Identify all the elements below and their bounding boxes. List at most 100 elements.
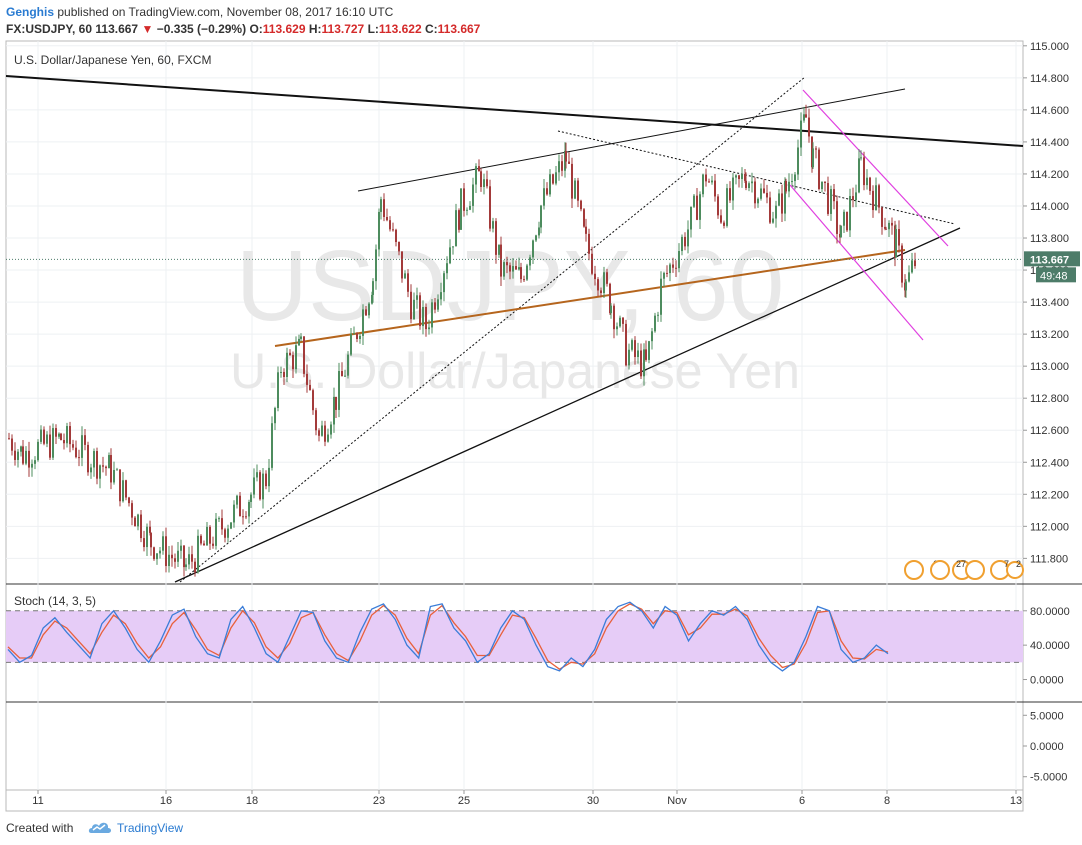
candle-body: [878, 185, 880, 208]
time-tick-label: Nov: [667, 795, 687, 807]
candle-body: [791, 181, 793, 183]
candle-body: [286, 352, 288, 378]
candle-body: [549, 174, 551, 195]
candle-body: [22, 446, 24, 464]
candle-body: [498, 244, 500, 255]
candle-body: [75, 447, 77, 458]
candle-body: [333, 396, 335, 425]
chart-header: Genghis published on TradingView.com, No…: [0, 0, 1082, 40]
candle-body: [250, 494, 252, 502]
symbol-label: FX:USDJPY, 60: [6, 22, 93, 36]
candle-body: [723, 222, 725, 226]
candle-body: [443, 273, 445, 293]
candle-body: [212, 543, 214, 546]
candle-body: [594, 273, 596, 280]
tradingview-cloud-icon[interactable]: [88, 819, 112, 835]
open-value: 113.629: [262, 22, 306, 36]
median-trendline[interactable]: [274, 249, 906, 347]
candle-body: [140, 514, 142, 539]
candle-body: [702, 174, 704, 195]
time-tick-label: 8: [884, 795, 890, 807]
candle-body: [509, 265, 511, 272]
candle-body: [431, 302, 433, 328]
candle-body: [660, 278, 662, 315]
candle-body: [389, 220, 391, 230]
instrument-legend[interactable]: U.S. Dollar/Japanese Yen, 60, FXCM: [14, 53, 211, 67]
candle-body: [720, 215, 722, 223]
resistance-trendline[interactable]: [5, 75, 1024, 147]
candle-body: [330, 424, 332, 435]
candle-body: [66, 426, 68, 444]
candle-body: [248, 501, 250, 517]
tradingview-link[interactable]: TradingView: [117, 821, 184, 835]
candle-body: [277, 372, 279, 408]
candle-body: [119, 469, 121, 502]
candle-body: [512, 266, 514, 272]
candle-body: [300, 336, 302, 339]
candle-body: [218, 518, 220, 520]
candle-body: [872, 190, 874, 211]
candle-body: [271, 423, 273, 468]
candle-body: [20, 446, 22, 452]
candle-body: [666, 272, 668, 274]
stoch-k-line: [7, 601, 889, 672]
candle-body: [404, 273, 406, 279]
stoch-legend[interactable]: Stoch (14, 3, 5): [14, 594, 96, 608]
candle-body: [324, 425, 326, 442]
candle-body: [347, 354, 349, 376]
candle-body: [113, 470, 115, 483]
us-flag-icon[interactable]: [1006, 561, 1024, 579]
candle-body: [327, 434, 329, 442]
chart-canvas[interactable]: USDJPY, 60 U.S. Dollar/Japanese Yen U.S.…: [0, 0, 1082, 812]
channel-lower-line[interactable]: [789, 184, 924, 341]
us-flag-icon[interactable]: [930, 560, 950, 580]
candle-body: [81, 435, 83, 458]
candle-body: [159, 550, 161, 554]
candle-body: [663, 272, 665, 279]
candle-body: [574, 180, 576, 199]
candle-body: [818, 149, 820, 190]
candle-body: [606, 272, 608, 284]
candle-body: [714, 180, 716, 197]
candle-body: [478, 166, 480, 172]
candle-body: [338, 371, 340, 410]
candle-body: [486, 179, 488, 187]
candle-body: [858, 158, 860, 193]
candle-body: [146, 526, 148, 548]
author-link[interactable]: Genghis: [6, 5, 55, 19]
close-value: 113.667: [437, 22, 481, 36]
us-flag-icon[interactable]: [965, 560, 985, 580]
candle-body: [717, 196, 719, 216]
candle-body: [344, 375, 346, 377]
candle-body: [708, 181, 710, 183]
channel-upper-line[interactable]: [802, 89, 949, 247]
candle-body: [295, 345, 297, 370]
us-flag-icon[interactable]: [904, 560, 924, 580]
candle-body: [840, 225, 842, 238]
candle-body: [684, 236, 686, 247]
candle-body: [392, 229, 394, 231]
candle-body: [401, 251, 403, 279]
candle-body: [156, 553, 158, 560]
candle-body: [380, 199, 382, 212]
support-trendline[interactable]: [174, 227, 961, 583]
price-tick-label: 114.200: [1030, 169, 1069, 181]
candle-body: [131, 503, 133, 518]
dotted-support-line[interactable]: [179, 76, 806, 583]
candle-body: [11, 438, 13, 451]
candle-body: [84, 435, 86, 445]
candle-body: [143, 538, 145, 548]
candle-body: [808, 117, 810, 137]
candle-body: [489, 186, 491, 229]
candle-body: [637, 350, 639, 358]
stoch-band: [6, 610, 1023, 663]
price-tick-label: 112.600: [1030, 425, 1069, 437]
candle-body: [197, 535, 199, 573]
candle-body: [425, 307, 427, 330]
candle-body: [315, 410, 317, 431]
candle-body: [775, 205, 777, 219]
upper-wedge-line[interactable]: [357, 88, 906, 192]
candle-body: [885, 228, 887, 230]
event-badges[interactable]: 6 27 7 2: [904, 559, 1024, 580]
candle-body: [274, 407, 276, 424]
